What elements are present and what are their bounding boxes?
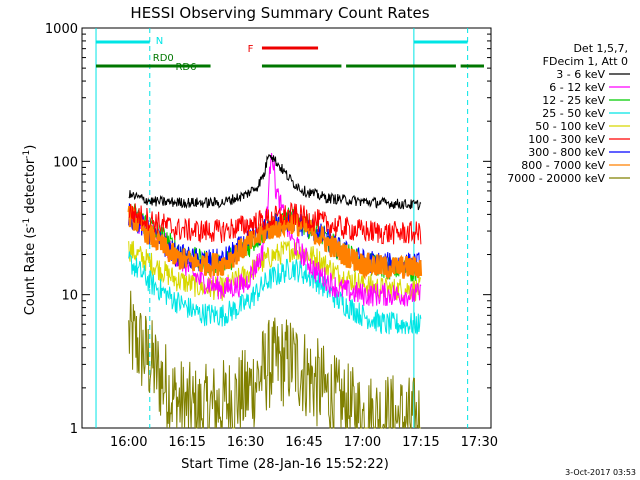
x-tick-label: 17:00	[344, 435, 381, 450]
series-layer	[127, 153, 423, 429]
series-line-3	[128, 251, 422, 335]
x-tick-label: 16:15	[168, 435, 205, 450]
legend-label: 3 - 6 keV	[556, 68, 605, 81]
x-tick-label: 16:30	[227, 435, 264, 450]
f-label: F	[248, 44, 254, 55]
x-tick-label: 17:30	[461, 435, 498, 450]
y-axis-ticks: 1000 100 10 1	[45, 22, 491, 437]
x-tick-label: 17:15	[402, 435, 439, 450]
x-axis-label: Start Time (28-Jan-16 15:52:22)	[181, 457, 389, 472]
series-line-7	[127, 205, 423, 281]
chart-title: HESSI Observing Summary Count Rates	[130, 4, 429, 22]
legend-label: 7000 - 20000 keV	[507, 172, 605, 185]
x-tick-label: 16:00	[110, 435, 147, 450]
series-line-8	[128, 290, 421, 429]
y-tick-label: 1	[70, 422, 78, 437]
rd6-label: RD6	[175, 62, 196, 73]
timestamp: 3-Oct-2017 03:53	[565, 468, 636, 477]
legend-label: 6 - 12 keV	[549, 81, 605, 94]
y-tick-label: 10	[61, 289, 78, 304]
legend-label: 50 - 100 keV	[535, 120, 605, 133]
y-tick-label: 100	[53, 155, 78, 170]
n-label: N	[156, 36, 163, 47]
legend-label: 800 - 7000 keV	[521, 159, 605, 172]
x-tick-label: 16:45	[285, 435, 322, 450]
legend-label: 12 - 25 keV	[542, 94, 605, 107]
y-axis-label: Count Rate (s-1 detector-1)	[22, 145, 38, 316]
y-tick-label: 1000	[45, 22, 78, 37]
legend-header-1: Det 1,5,7,	[573, 42, 628, 55]
x-axis-ticks: 16:00 16:15 16:30 16:45 17:00 17:15 17:30	[110, 435, 498, 450]
legend-label: 25 - 50 keV	[542, 107, 605, 120]
series-line-0	[128, 154, 422, 211]
series-line-5	[128, 201, 422, 245]
plot-frame	[81, 27, 492, 429]
legend-header-2: FDecim 1, Att 0	[543, 55, 628, 68]
legend-label: 300 - 800 keV	[528, 146, 605, 159]
legend-label: 100 - 300 keV	[528, 133, 605, 146]
rd0-label: RD0	[153, 53, 174, 64]
series-line-1	[128, 153, 422, 307]
